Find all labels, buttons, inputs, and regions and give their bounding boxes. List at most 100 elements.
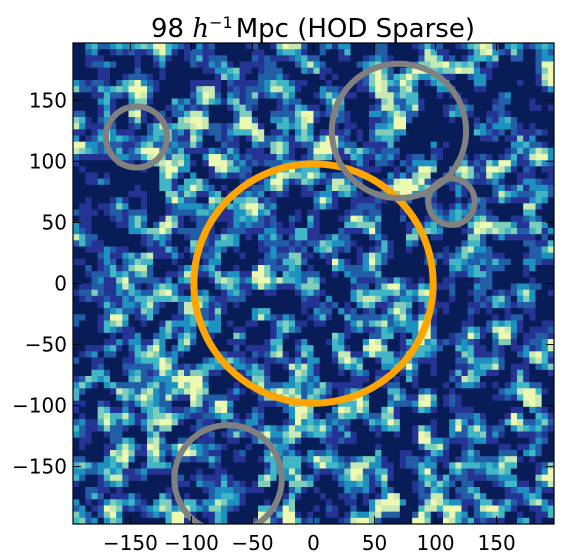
density-cell [369,265,376,272]
density-cell [510,129,518,137]
density-cell [196,160,204,167]
density-cell [375,154,382,161]
density-cell [307,104,315,112]
density-cell [418,209,426,217]
density-cell [295,209,302,217]
density-cell [122,234,130,241]
density-cell [159,419,167,426]
density-cell [177,277,185,285]
density-cell [375,394,382,402]
density-cell [165,160,173,167]
density-cell [406,277,413,285]
density-cell [251,413,259,420]
density-cell [436,104,444,112]
density-cell [177,191,185,198]
density-cell [122,295,130,303]
density-cell [455,351,463,359]
density-cell [350,172,358,180]
density-cell [313,271,321,278]
density-cell [350,154,358,161]
density-cell [325,135,333,143]
density-cell [362,252,370,260]
density-cell [264,271,271,278]
density-cell [184,221,191,229]
density-cell [473,351,481,359]
density-cell [529,400,537,408]
density-cell [393,123,401,130]
density-cell [486,191,493,198]
density-cell [128,117,136,124]
density-cell [375,265,382,272]
density-cell [399,172,407,180]
density-cell [171,271,179,278]
density-cell [282,351,290,359]
density-cell [443,49,450,56]
density-cell [116,320,123,328]
density-cell [473,191,481,198]
density-cell [510,283,518,291]
density-cell [196,382,204,389]
density-cell [190,308,197,315]
density-cell [461,184,469,192]
density-cell [122,135,130,143]
density-cell [461,228,469,235]
density-cell [313,382,321,389]
density-cell [517,203,524,211]
density-cell [356,228,364,235]
density-cell [430,55,438,63]
density-cell [523,67,530,75]
density-cell [504,302,512,309]
density-cell [258,351,265,359]
density-cell [325,203,333,211]
density-cell [97,234,105,241]
density-cell [325,289,333,297]
density-cell [338,80,345,87]
density-cell [245,123,253,130]
density-cell [313,413,321,420]
density-cell [332,135,339,143]
density-cell [547,394,554,402]
density-cell [239,413,247,420]
density-cell [369,240,376,248]
density-cell [245,135,253,143]
density-cell [381,265,389,272]
density-cell [529,314,537,322]
density-cell [97,320,105,328]
density-cell [492,135,500,143]
density-cell [79,86,86,93]
density-cell [140,258,148,266]
density-cell [128,203,136,211]
density-cell [443,388,450,396]
density-cell [319,258,327,266]
density-cell [140,215,148,223]
density-cell [529,394,537,402]
density-cell [251,234,259,241]
density-cell [128,277,136,285]
density-cell [461,345,469,352]
density-cell [449,376,456,383]
density-cell [196,419,204,426]
density-cell [492,376,500,383]
density-cell [473,265,481,272]
density-cell [85,246,93,254]
density-cell [517,234,524,241]
density-cell [202,191,210,198]
density-cell [480,135,487,143]
density-cell [233,209,241,217]
density-cell [412,413,419,420]
density-cell [356,345,364,352]
density-cell [85,302,93,309]
density-cell [344,357,352,365]
density-cell [393,382,401,389]
density-cell [375,388,382,396]
density-cell [486,308,493,315]
density-cell [547,382,554,389]
density-cell [79,357,86,365]
density-cell [171,394,179,402]
density-cell [276,197,284,204]
density-cell [517,406,524,414]
density-cell [153,425,160,433]
density-cell [523,357,530,365]
density-cell [473,228,481,235]
density-cell [504,43,512,50]
